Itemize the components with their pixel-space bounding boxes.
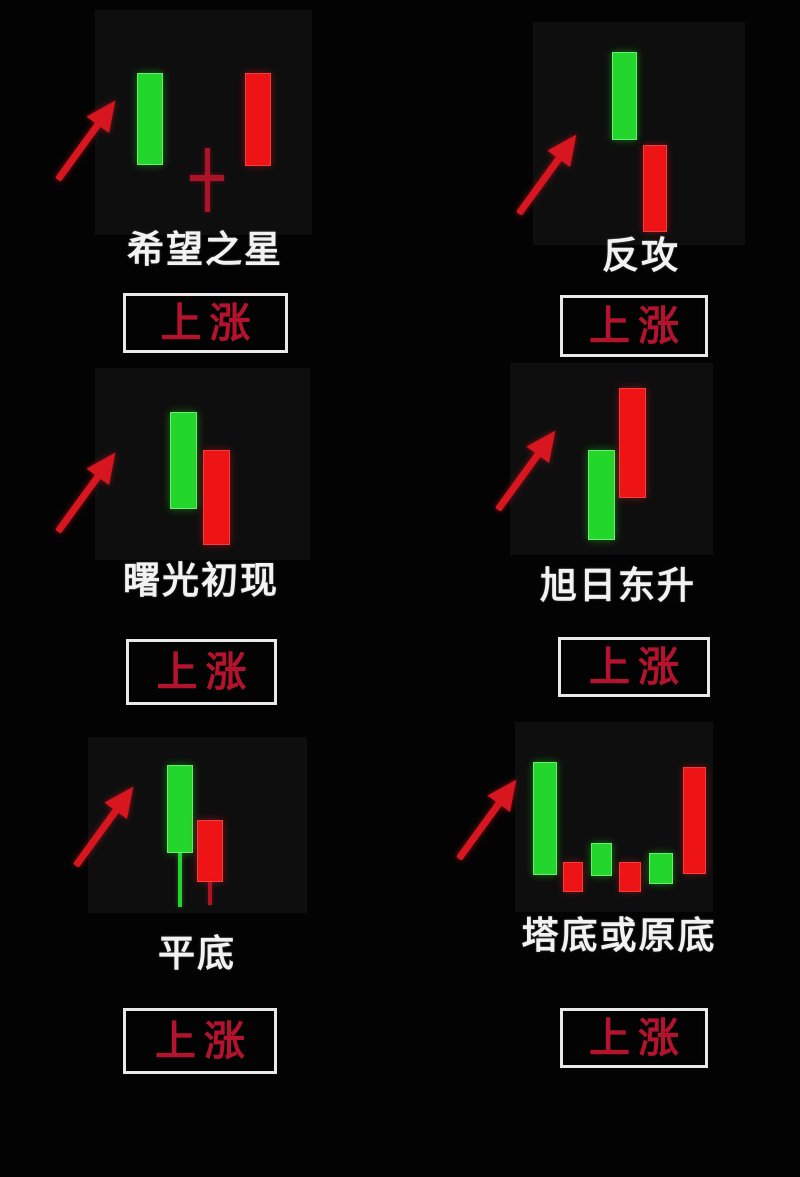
red-candle-body <box>197 820 223 882</box>
rise-badge-label: 上涨 <box>156 648 255 695</box>
pattern-name: 旭日东升 <box>540 565 696 606</box>
rise-badge-label: 上涨 <box>155 1017 253 1064</box>
pattern-name: 希望之星 <box>127 229 283 270</box>
green-candle-body <box>612 52 637 140</box>
rise-badge-label: 上涨 <box>589 643 687 690</box>
red-candle-body <box>563 862 583 892</box>
rise-badge: 上涨 <box>123 293 288 353</box>
red-candle-body <box>683 767 706 874</box>
green-candle-body <box>533 762 557 875</box>
green-candle-body <box>591 843 612 876</box>
candle-lower-wick <box>208 882 212 905</box>
red-candle-body <box>619 388 646 498</box>
red-candle-body <box>245 73 271 166</box>
red-candle-body <box>643 145 667 232</box>
rise-badge: 上涨 <box>558 637 710 697</box>
candle-lower-wick <box>178 853 182 907</box>
rise-badge: 上涨 <box>560 295 708 357</box>
pattern-name: 平底 <box>158 933 236 974</box>
green-candle-body <box>588 450 615 540</box>
pattern-panel <box>95 368 310 560</box>
rise-badge: 上涨 <box>123 1008 277 1074</box>
rise-badge-label: 上涨 <box>589 302 687 349</box>
pattern-name: 反攻 <box>602 235 680 276</box>
pattern-name: 塔底或原底 <box>521 915 717 956</box>
doji-candle-horizontal <box>190 175 224 181</box>
arrow-shaft <box>455 797 505 861</box>
pattern-panel <box>95 10 312 235</box>
pattern-name: 曙光初现 <box>123 560 279 601</box>
pattern-panel <box>533 22 745 245</box>
green-candle-body <box>170 412 197 509</box>
rise-badge-label: 上涨 <box>160 299 259 346</box>
rise-badge-label: 上涨 <box>589 1014 687 1061</box>
red-candle-body <box>619 862 641 892</box>
green-candle-body <box>649 853 673 884</box>
red-candle-body <box>203 450 230 545</box>
green-candle-body <box>137 73 163 165</box>
green-candle-body <box>167 765 193 853</box>
rise-badge: 上涨 <box>126 639 277 705</box>
rise-badge: 上涨 <box>560 1008 708 1068</box>
